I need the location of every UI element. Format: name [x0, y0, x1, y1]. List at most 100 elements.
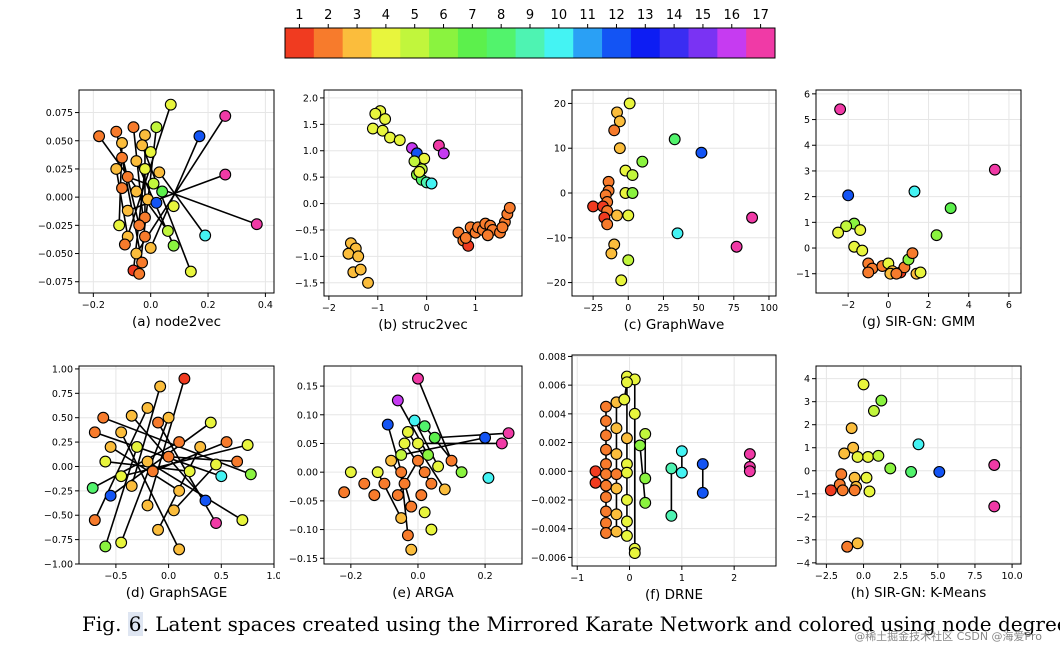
- node-point: [241, 439, 254, 451]
- node-point: [146, 465, 159, 478]
- x-tick-label: 0.0: [410, 571, 425, 582]
- node-point: [204, 416, 217, 429]
- node-point: [851, 450, 864, 463]
- scatter-panel-1: −0.2 0.0 0.2 0.4 −0.075 −0.050 −0.025 0.000 0.02…: [38, 89, 275, 330]
- node-point: [115, 470, 128, 483]
- node-point: [600, 400, 612, 413]
- y-tick-label: 0: [804, 466, 810, 477]
- node-point: [832, 226, 845, 239]
- node-point: [841, 540, 854, 553]
- colorbar-tick-label: 17: [752, 8, 769, 23]
- node-point: [502, 427, 515, 440]
- axes-frame: [323, 89, 523, 297]
- edge: [120, 431, 180, 550]
- node-point: [933, 465, 946, 478]
- node-point: [86, 481, 99, 494]
- colorbar-cell: [429, 28, 459, 58]
- node-point: [412, 372, 424, 385]
- node-point: [906, 247, 919, 260]
- y-tick-label: 2: [804, 420, 810, 431]
- y-tick-label: −0.025: [38, 221, 73, 232]
- y-tick-label: −1.0: [295, 252, 318, 263]
- node-point: [618, 393, 631, 406]
- node-point: [121, 204, 134, 217]
- node-point: [908, 185, 921, 198]
- edge: [386, 424, 413, 507]
- node-point: [139, 230, 151, 243]
- x-tick-label: 2.5: [893, 571, 908, 582]
- node-point: [495, 437, 508, 450]
- caption-prefix: Fig.: [82, 612, 122, 636]
- y-tick-label: 10: [554, 144, 566, 155]
- node-point: [344, 466, 357, 479]
- axes-frame: [571, 354, 777, 567]
- x-axis: −2.5 0.0 2.5 5.0 7.5 10.0: [815, 564, 1023, 582]
- node-point: [622, 209, 635, 222]
- node-point: [215, 470, 228, 483]
- colorbar-tick-label: 4: [382, 8, 390, 23]
- colorbar-cell: [573, 28, 603, 58]
- node-point: [600, 429, 612, 442]
- node-point: [116, 151, 128, 164]
- node-point: [845, 422, 858, 435]
- colorbar-ticks: 1 2 3 4 5 6 7 8 9 10 11 12 13 14 15 16 17: [295, 8, 769, 28]
- node-point: [131, 441, 143, 453]
- colorbar-cell: [457, 28, 488, 58]
- y-tick-label: 1.5: [303, 120, 318, 131]
- node-point: [600, 516, 612, 529]
- node-point: [854, 224, 867, 236]
- node-point: [354, 263, 367, 276]
- node-point: [610, 448, 623, 460]
- node-point: [944, 202, 957, 215]
- node-point: [601, 218, 614, 231]
- colorbar-tick-label: 5: [411, 8, 419, 23]
- x-tick-label: 0.0: [161, 571, 176, 582]
- panel-caption: (g) SIR-GN: GMM: [862, 314, 975, 330]
- node-point: [988, 500, 1001, 513]
- edge: [401, 436, 486, 456]
- y-tick-label: −1: [796, 489, 810, 500]
- node-point: [391, 394, 404, 407]
- node-point: [905, 465, 918, 478]
- node-point: [183, 465, 196, 478]
- node-point: [428, 431, 441, 444]
- node-point: [395, 466, 408, 479]
- node-point: [884, 462, 897, 475]
- node-point: [988, 163, 1001, 176]
- grid: [324, 90, 522, 296]
- edge: [124, 104, 172, 245]
- node-point: [378, 477, 391, 490]
- node-point: [167, 200, 180, 213]
- node-point: [139, 211, 151, 224]
- panel-caption: (c) GraphWave: [624, 317, 725, 333]
- x-tick-label: 1: [473, 303, 479, 314]
- node-point: [115, 426, 128, 439]
- node-point: [358, 477, 371, 490]
- node-point: [589, 465, 602, 478]
- node-point: [141, 401, 154, 414]
- node-point: [665, 509, 678, 522]
- y-tick-label: 0.004: [539, 409, 566, 420]
- x-tick-label: 0.4: [258, 300, 273, 311]
- y-tick-label: −0.050: [38, 249, 73, 260]
- node-point: [479, 431, 492, 444]
- node-point: [139, 129, 151, 142]
- x-tick-label: 75: [728, 303, 740, 314]
- y-tick-label: −3: [796, 535, 810, 546]
- y-tick-label: −0.05: [289, 496, 318, 507]
- caption-figure-number: 6: [127, 612, 143, 636]
- scatter-panel-3: −25 0 25 50 75 100 −20 −10 0 10 20 (c) GraphWave: [546, 89, 778, 333]
- node-point: [482, 471, 495, 484]
- node-point: [133, 267, 146, 280]
- points: [824, 378, 1001, 553]
- x-tick-label: 0.0: [143, 300, 158, 311]
- y-tick-label: 0.0: [303, 199, 318, 210]
- node-point: [605, 247, 618, 260]
- points: [589, 370, 756, 560]
- colorbar-tick-label: 9: [526, 8, 534, 23]
- node-point: [147, 177, 160, 190]
- x-tick-label: 0.2: [478, 571, 493, 582]
- x-tick-label: 1.0: [266, 571, 280, 582]
- node-point: [432, 460, 445, 473]
- node-point: [384, 131, 396, 144]
